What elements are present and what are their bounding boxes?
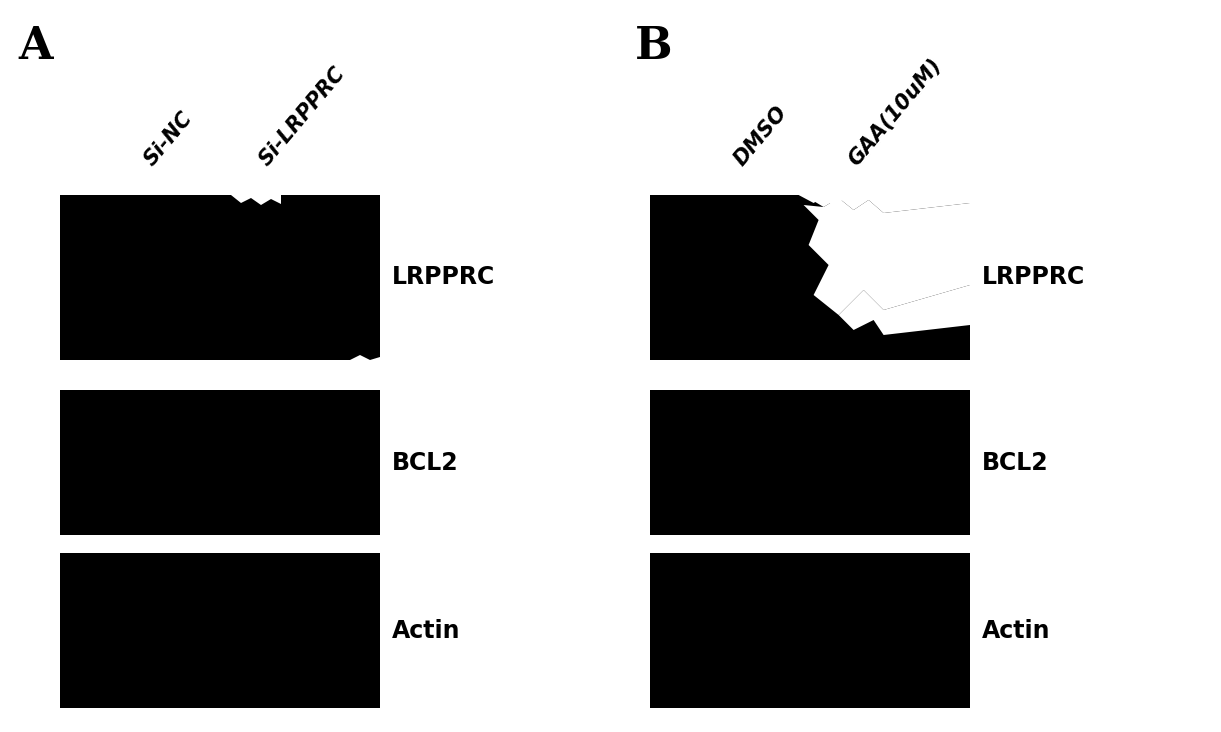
- Text: BCL2: BCL2: [982, 450, 1049, 474]
- Text: DMSO: DMSO: [730, 103, 791, 170]
- Bar: [650, 390, 969, 535]
- Text: BCL2: BCL2: [392, 450, 459, 474]
- Text: LRPPRC: LRPPRC: [392, 266, 496, 289]
- Polygon shape: [803, 195, 969, 213]
- Text: Actin: Actin: [392, 619, 460, 643]
- Bar: [60, 553, 380, 708]
- Text: LRPPRC: LRPPRC: [982, 266, 1085, 289]
- Text: Si-LRPPRC: Si-LRPPRC: [255, 64, 349, 170]
- Text: Actin: Actin: [982, 619, 1050, 643]
- Polygon shape: [839, 285, 969, 335]
- Polygon shape: [350, 355, 380, 360]
- Text: A: A: [18, 25, 53, 68]
- Polygon shape: [231, 195, 281, 205]
- Bar: [60, 195, 380, 360]
- Polygon shape: [799, 195, 844, 207]
- Bar: [60, 390, 380, 535]
- Bar: [650, 195, 969, 360]
- Text: GAA(10uM): GAA(10uM): [845, 55, 946, 170]
- Text: Si-NC: Si-NC: [140, 108, 197, 170]
- Text: B: B: [635, 25, 673, 68]
- Polygon shape: [803, 198, 969, 315]
- Bar: [650, 553, 969, 708]
